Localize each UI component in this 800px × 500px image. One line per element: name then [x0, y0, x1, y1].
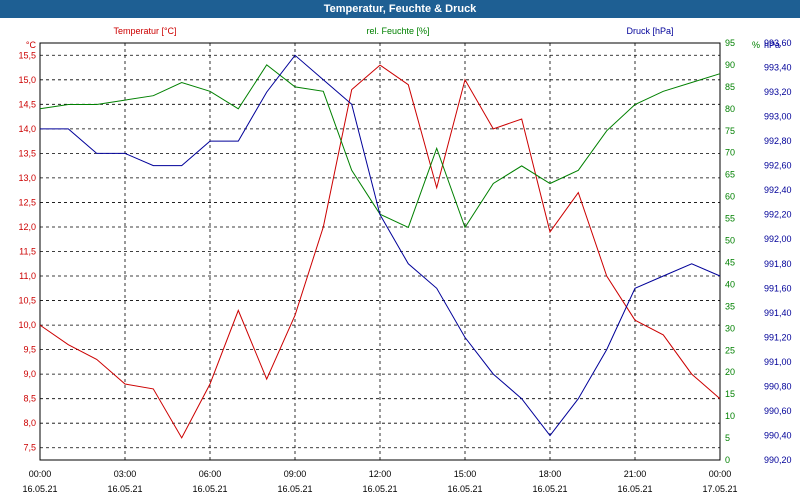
humidity-tick-label: 80	[725, 104, 735, 114]
humidity-tick-label: 10	[725, 411, 735, 421]
pressure-tick-label: 992,80	[764, 136, 792, 146]
x-tick-label: 21:00	[624, 469, 647, 479]
x-tick-label: 06:00	[199, 469, 222, 479]
x-tick-date-label: 16.05.21	[362, 484, 397, 494]
humidity-tick-label: 30	[725, 323, 735, 333]
pressure-tick-label: 993,00	[764, 112, 792, 122]
pressure-tick-label: 991,80	[764, 259, 792, 269]
series-line	[39, 64, 721, 439]
pressure-tick-label: 991,40	[764, 308, 792, 318]
humidity-tick-label: 20	[725, 367, 735, 377]
humidity-tick-label: 65	[725, 170, 735, 180]
pressure-tick-label: 990,60	[764, 406, 792, 416]
humidity-tick-label: 95	[725, 38, 735, 48]
temperature-tick-label: 9,0	[23, 369, 36, 379]
humidity-tick-label: 90	[725, 60, 735, 70]
temperature-tick-label: 15,5	[18, 50, 36, 60]
pressure-tick-label: 992,20	[764, 210, 792, 220]
humidity-tick-label: 45	[725, 257, 735, 267]
temperature-tick-label: 13,5	[18, 148, 36, 158]
x-tick-date-label: 16.05.21	[192, 484, 227, 494]
pressure-tick-label: 992,40	[764, 185, 792, 195]
temperature-tick-label: 12,0	[18, 222, 36, 232]
humidity-tick-label: 40	[725, 279, 735, 289]
pressure-tick-label: 990,40	[764, 430, 792, 440]
pressure-tick-label: 991,20	[764, 332, 792, 342]
humidity-tick-label: 35	[725, 301, 735, 311]
temperature-tick-label: 10,0	[18, 320, 36, 330]
temperature-tick-label: 9,5	[23, 345, 36, 355]
x-tick-label: 12:00	[369, 469, 392, 479]
temperature-tick-label: 11,0	[19, 271, 36, 281]
pressure-tick-label: 991,60	[764, 283, 792, 293]
humidity-tick-label: 75	[725, 126, 735, 136]
chart-title: Temperatur, Feuchte & Druck	[0, 0, 800, 18]
x-tick-label: 18:00	[539, 469, 562, 479]
series-label: Druck [hPa]	[626, 26, 673, 36]
temperature-tick-label: 13,0	[18, 173, 36, 183]
x-tick-date-label: 16.05.21	[107, 484, 142, 494]
x-tick-label: 09:00	[284, 469, 307, 479]
series-label: Temperatur [°C]	[113, 26, 176, 36]
humidity-tick-label: 50	[725, 236, 735, 246]
pressure-tick-label: 993,20	[764, 87, 792, 97]
pressure-tick-label: 991,00	[764, 357, 792, 367]
pressure-tick-label: 990,80	[764, 381, 792, 391]
humidity-tick-label: 60	[725, 192, 735, 202]
humidity-tick-label: 55	[725, 214, 735, 224]
humidity-tick-label: 5	[725, 433, 730, 443]
x-tick-label: 00:00	[709, 469, 732, 479]
x-tick-label: 15:00	[454, 469, 477, 479]
temperature-tick-label: 8,0	[23, 418, 36, 428]
pressure-tick-label: 992,00	[764, 234, 792, 244]
humidity-tick-label: 70	[725, 148, 735, 158]
temperature-tick-label: 15,0	[18, 75, 36, 85]
humidity-tick-label: 25	[725, 345, 735, 355]
humidity-tick-label: 15	[725, 389, 735, 399]
pressure-tick-label: 992,60	[764, 161, 792, 171]
temperature-tick-label: 14,5	[18, 99, 36, 109]
temperature-tick-label: 11,5	[19, 247, 36, 257]
temperature-tick-label: 14,0	[18, 124, 36, 134]
pressure-tick-label: 990,20	[764, 455, 792, 465]
series-line	[40, 54, 721, 437]
humidity-tick-label: 85	[725, 82, 735, 92]
x-tick-date-label: 16.05.21	[532, 484, 567, 494]
temperature-tick-label: 10,5	[18, 296, 36, 306]
x-tick-date-label: 16.05.21	[447, 484, 482, 494]
temperature-tick-label: 8,5	[23, 394, 36, 404]
temperature-unit-label: °C	[26, 40, 37, 50]
x-tick-label: 00:00	[29, 469, 52, 479]
pressure-tick-label: 993,40	[764, 63, 792, 73]
humidity-tick-label: 0	[725, 455, 730, 465]
x-tick-date-label: 16.05.21	[277, 484, 312, 494]
x-tick-date-label: 16.05.21	[617, 484, 652, 494]
temperature-tick-label: 7,5	[23, 443, 36, 453]
x-tick-label: 03:00	[114, 469, 137, 479]
x-tick-date-label: 16.05.21	[22, 484, 57, 494]
x-tick-date-label: 17.05.21	[702, 484, 737, 494]
temperature-tick-label: 12,5	[18, 197, 36, 207]
series-label: rel. Feuchte [%]	[366, 26, 429, 36]
pressure-unit-label: hPa	[764, 40, 780, 50]
humidity-unit-label: %	[752, 40, 760, 50]
pressure-tick-label: 993,60	[764, 38, 792, 48]
